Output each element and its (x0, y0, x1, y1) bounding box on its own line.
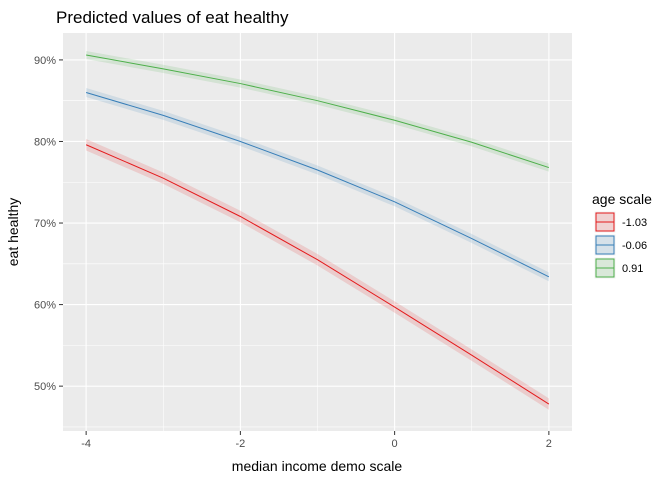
x-axis-ticks: -4 -2 0 2 (81, 431, 552, 450)
series-line--1.03 (85, 144, 550, 405)
series-line--0.06 (85, 92, 550, 278)
legend-label: -0.06 (622, 240, 647, 252)
x-tick-label: -4 (81, 438, 91, 450)
y-tick-label: 90% (34, 55, 56, 67)
legend-label: 0.91 (622, 263, 643, 275)
series-line-0.91 (86, 54, 550, 169)
y-tick-label: 70% (34, 218, 56, 230)
y-tick-label: 50% (34, 381, 56, 393)
confidence-band--0.06 (86, 88, 549, 282)
major-gridlines (63, 33, 572, 431)
legend-title: age scale (592, 191, 652, 207)
y-tick-label: 60% (34, 300, 56, 312)
minor-gridlines (63, 33, 572, 431)
legend-label: -1.03 (622, 217, 647, 229)
chart-title: Predicted values of eat healthy (56, 8, 289, 27)
y-axis-ticks: 50% 60% 70% 80% 90% (34, 55, 63, 393)
series-lines (85, 54, 550, 405)
confidence-band--1.03 (86, 139, 549, 410)
x-tick-label: -2 (235, 438, 245, 450)
x-axis-title: median income demo scale (232, 458, 403, 474)
x-tick-label: 0 (392, 438, 398, 450)
y-axis-title: eat healthy (5, 198, 21, 267)
legend: age scale -1.03 -0.06 0.91 (592, 191, 652, 280)
x-tick-label: 2 (546, 438, 552, 450)
y-tick-label: 80% (34, 136, 56, 148)
